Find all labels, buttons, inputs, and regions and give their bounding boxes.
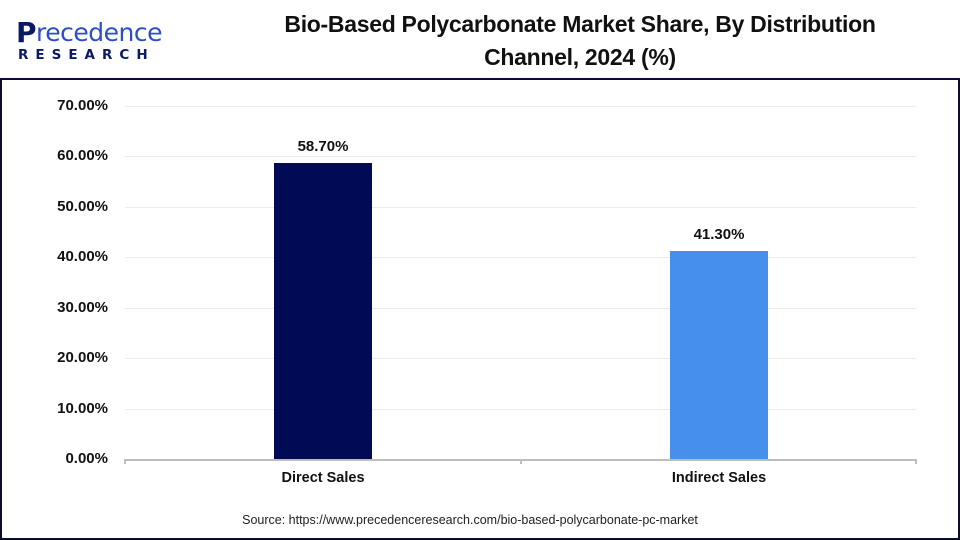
data-label-direct-sales: 58.70% (297, 138, 349, 155)
gridline (125, 156, 916, 157)
gridline (125, 257, 916, 258)
y-tick-label: 20.00% (57, 349, 108, 366)
data-label-indirect-sales: 41.30% (693, 226, 745, 243)
chart-title: Bio-Based Polycarbonate Market Share, By… (200, 8, 960, 74)
gridline (125, 409, 916, 410)
logo-wordmark: recedence (36, 18, 162, 47)
gridline (125, 358, 916, 359)
logo-subtitle: RESEARCH (18, 47, 155, 63)
gridline (125, 207, 916, 208)
y-tick-label: 50.00% (57, 198, 108, 215)
gridline (125, 106, 916, 107)
source-note: Source: https://www.precedenceresearch.c… (242, 513, 698, 527)
y-tick-label: 30.00% (57, 299, 108, 316)
y-tick-label: 40.00% (57, 248, 108, 265)
gridline (125, 308, 916, 309)
x-tick-label-direct-sales: Direct Sales (281, 470, 365, 486)
chart-title-line2: Channel, 2024 (%) (484, 44, 676, 70)
y-tick-label: 70.00% (57, 97, 108, 114)
y-tick-label: 10.00% (57, 400, 108, 417)
x-axis-tick (915, 459, 917, 464)
logo-initial: P (16, 16, 37, 49)
y-tick-label: 60.00% (57, 147, 108, 164)
y-tick-label: 0.00% (65, 450, 108, 467)
chart-title-line1: Bio-Based Polycarbonate Market Share, By… (284, 11, 876, 37)
x-tick-label-indirect-sales: Indirect Sales (671, 470, 767, 486)
bar-indirect-sales (670, 251, 768, 460)
x-axis-tick (520, 459, 522, 464)
x-axis-tick (124, 459, 126, 464)
bar-direct-sales (274, 163, 372, 460)
